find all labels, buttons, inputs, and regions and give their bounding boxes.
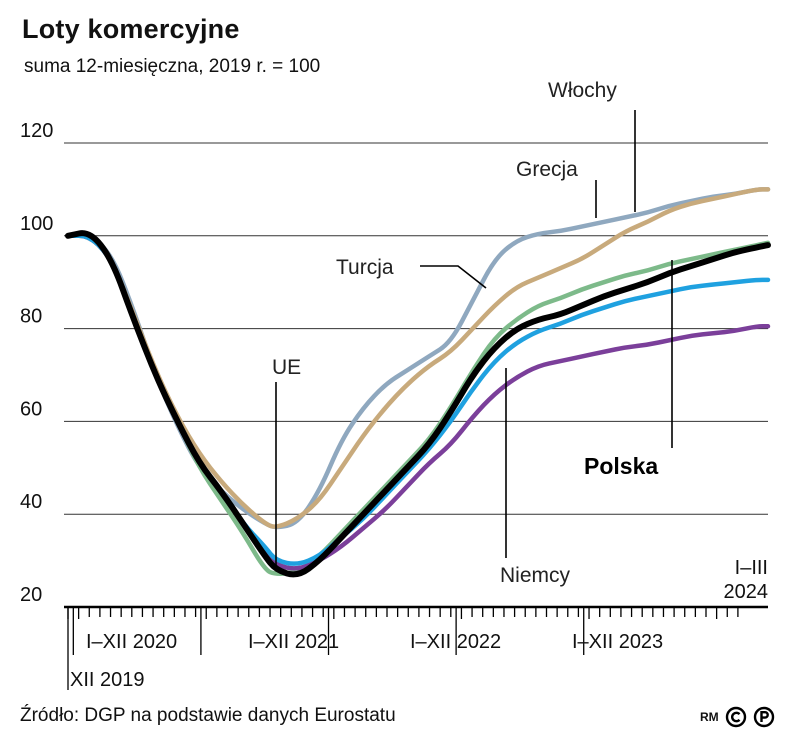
x-end-label-year: 2024 [724, 581, 769, 603]
callout-label: UE [272, 356, 301, 379]
y-tick-label: 80 [20, 306, 42, 328]
y-tick-label: 100 [20, 213, 53, 235]
source-note: Źródło: DGP na podstawie danych Eurostat… [20, 705, 396, 726]
credit-initials: RM [700, 710, 719, 724]
x-axis: I–XII 2020 I–XII 2021 I–XII 2022 I–XII 2023… [67, 557, 769, 691]
line-chart: 20 40 60 80 100 120 Włochy Grecja Turcja UE Polsk… [20, 79, 771, 691]
credit: RM [700, 706, 775, 728]
chart-subtitle: suma 12-miesięczna, 2019 r. = 100 [24, 56, 321, 77]
callout-label: Turcja [336, 256, 394, 279]
callout-label: Włochy [548, 79, 617, 102]
copyright-icon [725, 706, 746, 728]
x-year-label: I–XII 2023 [572, 631, 663, 653]
callout-leader [420, 265, 487, 289]
callout-label: Niemcy [500, 564, 571, 587]
x-year-label: I–XII 2020 [86, 631, 177, 653]
y-tick-label: 60 [20, 398, 42, 420]
callout-label: Polska [584, 453, 658, 479]
callout-label: Grecja [516, 158, 578, 181]
chart-title: Loty komercyjne [22, 14, 240, 44]
series-line-polska [65, 230, 771, 578]
series-lines [65, 187, 771, 578]
y-tick-label: 120 [20, 120, 53, 142]
x-start-label: XII 2019 [70, 669, 145, 691]
callouts: Włochy Grecja Turcja UE Polska Niemcy [272, 79, 673, 587]
y-tick-label: 40 [20, 491, 42, 513]
x-year-label: I–XII 2021 [248, 631, 339, 653]
y-tick-label: 20 [20, 584, 42, 606]
x-year-label: I–XII 2022 [410, 631, 501, 653]
gridlines: 20 40 60 80 100 120 [20, 120, 768, 609]
x-end-label-months: I–III [735, 557, 768, 579]
phonogram-icon [753, 706, 774, 728]
